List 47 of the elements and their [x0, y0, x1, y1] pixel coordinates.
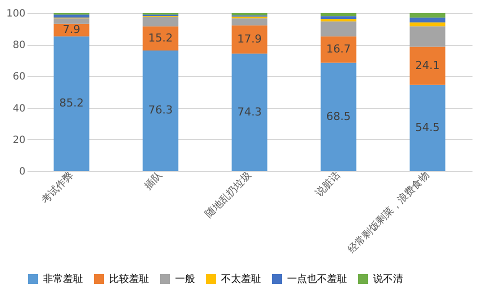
bar — [142, 16, 178, 26]
bar — [410, 18, 446, 22]
data-label: 85.2 — [59, 96, 84, 110]
data-label: 54.5 — [415, 120, 440, 134]
y-tick-label: 60 — [12, 72, 26, 83]
bar — [320, 16, 356, 20]
legend-label: 一点也不羞耻 — [287, 273, 347, 285]
legend-label: 不太羞耻 — [221, 273, 261, 285]
data-label: 24.1 — [415, 58, 440, 72]
data-label: 7.9 — [62, 23, 80, 36]
y-tick-label: 100 — [6, 8, 26, 20]
x-tick-label: 说脏话 — [313, 169, 343, 199]
bar — [142, 50, 178, 171]
bar — [320, 36, 356, 63]
bar — [410, 26, 446, 47]
y-tick-label: 40 — [12, 103, 26, 114]
bar — [232, 25, 268, 54]
bar — [54, 18, 90, 24]
y-tick-label: 20 — [12, 134, 26, 146]
bar — [320, 21, 356, 36]
legend-label: 一般 — [175, 274, 195, 285]
y-tick-label: 0 — [19, 166, 26, 178]
data-label: 76.3 — [148, 104, 173, 117]
x-tick-label: 考试作弊 — [38, 169, 76, 206]
bar — [54, 14, 90, 18]
x-tick-label: 随地乱扔垃圾 — [202, 169, 254, 220]
data-label: 17.9 — [237, 32, 262, 46]
bar — [320, 62, 356, 171]
data-label: 74.3 — [237, 105, 262, 118]
legend-label: 比较羞耻 — [109, 273, 149, 285]
bar — [410, 22, 446, 26]
x-tick-label: 经常剩饭剩菜，浪费食物 — [345, 169, 432, 256]
bar — [232, 18, 268, 26]
y-tick-label: 80 — [12, 40, 26, 52]
data-label: 68.5 — [326, 110, 351, 123]
data-label: 16.7 — [326, 42, 351, 56]
bar — [410, 84, 446, 171]
x-tick-label: 插队 — [142, 169, 165, 192]
legend-label: 非常羞耻 — [43, 273, 83, 285]
bar — [410, 46, 446, 85]
bar — [410, 13, 446, 18]
bar — [232, 54, 268, 171]
bar — [320, 13, 356, 16]
bar — [54, 36, 90, 171]
data-label: 15.2 — [148, 31, 173, 44]
legend-label: 说不清 — [373, 273, 403, 285]
bar — [142, 26, 178, 50]
